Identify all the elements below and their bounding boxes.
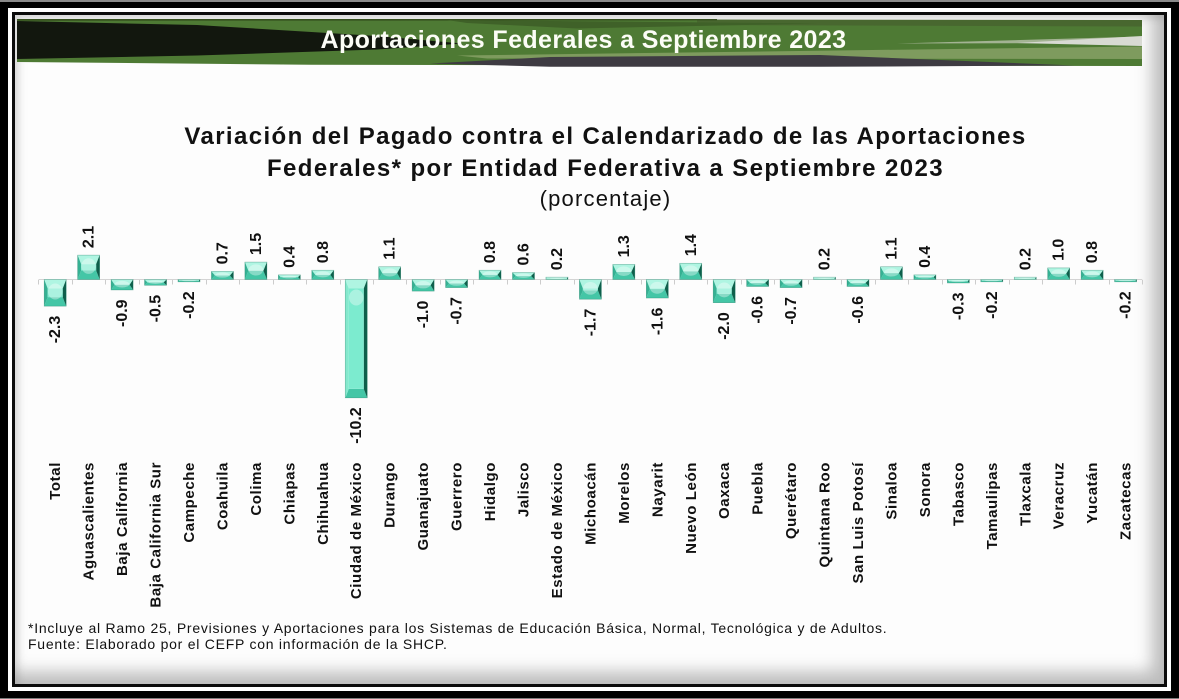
svg-text:Colima: Colima xyxy=(248,462,265,516)
svg-text:-0.7: -0.7 xyxy=(449,297,466,325)
svg-text:-0.5: -0.5 xyxy=(148,295,165,323)
svg-text:Tabasco: Tabasco xyxy=(950,462,967,526)
svg-text:-0.2: -0.2 xyxy=(1118,291,1135,319)
svg-text:Baja California: Baja California xyxy=(114,462,131,576)
svg-text:-2.0: -2.0 xyxy=(716,312,733,340)
svg-text:1.3: 1.3 xyxy=(616,235,633,257)
svg-text:0.4: 0.4 xyxy=(917,246,934,268)
svg-text:-0.3: -0.3 xyxy=(950,292,967,320)
svg-text:-1.0: -1.0 xyxy=(415,301,432,329)
svg-text:-2.3: -2.3 xyxy=(47,316,64,344)
svg-text:1.1: 1.1 xyxy=(382,237,399,259)
svg-text:0.8: 0.8 xyxy=(1084,241,1101,263)
svg-text:0.7: 0.7 xyxy=(214,242,231,264)
svg-text:0.4: 0.4 xyxy=(281,246,298,268)
svg-text:0.6: 0.6 xyxy=(516,243,533,265)
svg-text:Michoacán: Michoacán xyxy=(582,462,599,545)
svg-text:1.5: 1.5 xyxy=(248,233,265,255)
svg-text:Querétaro: Querétaro xyxy=(783,462,800,539)
svg-text:Total: Total xyxy=(47,462,64,500)
svg-text:-0.7: -0.7 xyxy=(783,297,800,325)
svg-text:Jalisco: Jalisco xyxy=(516,462,533,517)
svg-text:Campeche: Campeche xyxy=(181,462,198,543)
svg-text:Hidalgo: Hidalgo xyxy=(482,462,499,521)
svg-text:San Luis Potosí: San Luis Potosí xyxy=(850,462,867,584)
svg-text:Puebla: Puebla xyxy=(750,462,767,515)
svg-text:Baja California Sur: Baja California Sur xyxy=(148,462,165,608)
svg-text:Veracruz: Veracruz xyxy=(1051,462,1068,529)
svg-text:-0.9: -0.9 xyxy=(114,299,131,327)
svg-text:Oaxaca: Oaxaca xyxy=(716,462,733,519)
svg-text:-1.6: -1.6 xyxy=(649,308,666,336)
svg-text:0.2: 0.2 xyxy=(817,248,834,270)
svg-text:Yucatán: Yucatán xyxy=(1084,462,1101,524)
svg-text:Nuevo León: Nuevo León xyxy=(683,462,700,554)
svg-text:-0.6: -0.6 xyxy=(750,296,767,324)
svg-text:2.1: 2.1 xyxy=(81,226,98,248)
svg-text:Nayarit: Nayarit xyxy=(649,462,666,517)
svg-text:Coahuila: Coahuila xyxy=(214,462,231,530)
svg-text:1.1: 1.1 xyxy=(884,237,901,259)
svg-text:Guerrero: Guerrero xyxy=(449,462,466,531)
svg-text:Quintana Roo: Quintana Roo xyxy=(817,462,834,568)
svg-text:1.4: 1.4 xyxy=(683,234,700,256)
svg-text:Guanajuato: Guanajuato xyxy=(415,462,432,551)
svg-text:Chiapas: Chiapas xyxy=(281,462,298,525)
svg-text:0.8: 0.8 xyxy=(315,241,332,263)
svg-text:1.0: 1.0 xyxy=(1051,239,1068,261)
svg-text:0.8: 0.8 xyxy=(482,241,499,263)
svg-text:Tlaxcala: Tlaxcala xyxy=(1017,462,1034,526)
svg-text:Sonora: Sonora xyxy=(917,462,934,517)
svg-text:Durango: Durango xyxy=(382,462,399,528)
svg-text:Chihuahua: Chihuahua xyxy=(315,462,332,545)
svg-text:Morelos: Morelos xyxy=(616,462,633,524)
svg-text:Sinaloa: Sinaloa xyxy=(884,462,901,520)
svg-text:0.2: 0.2 xyxy=(549,248,566,270)
svg-text:0.2: 0.2 xyxy=(1017,248,1034,270)
svg-text:Estado de México: Estado de México xyxy=(549,462,566,598)
svg-text:Zacatecas: Zacatecas xyxy=(1118,462,1135,540)
svg-text:-1.7: -1.7 xyxy=(582,309,599,337)
svg-text:Aguascalientes: Aguascalientes xyxy=(81,462,98,580)
svg-text:Tamaulipas: Tamaulipas xyxy=(984,462,1001,549)
svg-text:-10.2: -10.2 xyxy=(348,407,365,444)
svg-text:-0.6: -0.6 xyxy=(850,296,867,324)
svg-text:-0.2: -0.2 xyxy=(181,291,198,319)
svg-text:Ciudad de México: Ciudad de México xyxy=(348,462,365,599)
svg-text:-0.2: -0.2 xyxy=(984,291,1001,319)
